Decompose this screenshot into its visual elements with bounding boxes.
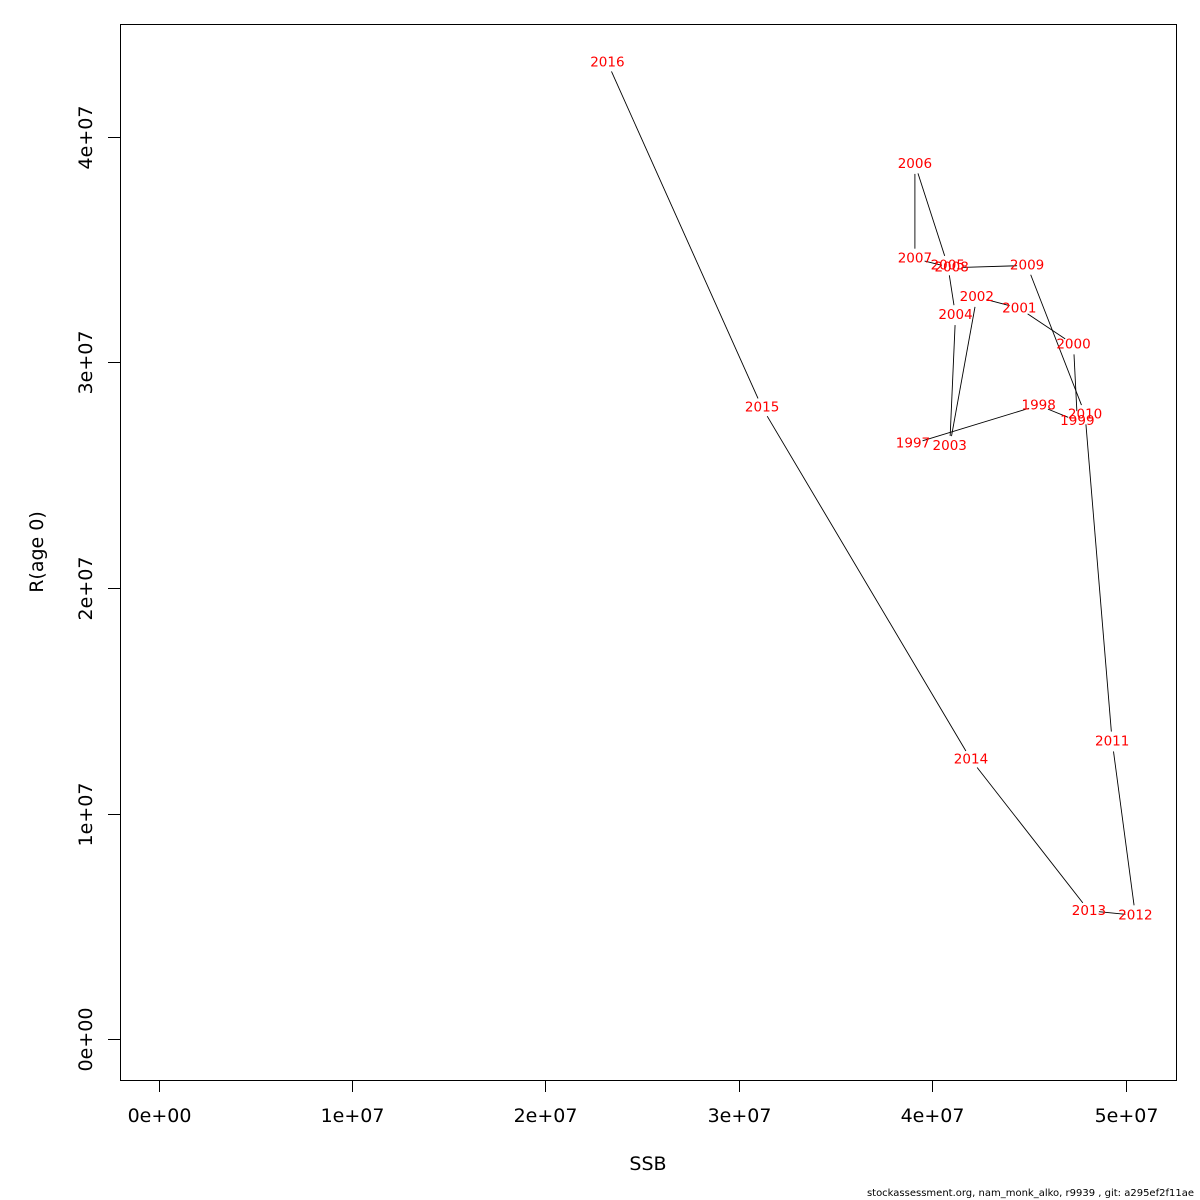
series-segment (917, 173, 946, 257)
point-label-2008: 2008 (934, 260, 968, 276)
series-segment (948, 275, 955, 306)
x-tick-label: 2e+07 (514, 1105, 578, 1127)
series-segment (924, 260, 943, 266)
y-tick-label: 0e+00 (75, 1008, 97, 1072)
series-segment (961, 265, 1018, 268)
point-label-2015: 2015 (745, 400, 779, 416)
y-tick-label: 1e+07 (75, 783, 97, 847)
series-segment (1027, 313, 1066, 340)
point-label-2005: 2005 (931, 257, 965, 273)
point-label-2009: 2009 (1010, 257, 1044, 273)
point-label-2010: 2010 (1068, 406, 1102, 422)
y-tick-label: 3e+07 (75, 331, 97, 395)
series-segment (976, 767, 1084, 904)
point-label-2003: 2003 (933, 438, 967, 454)
x-tick-label: 3e+07 (708, 1105, 772, 1127)
series-segment (611, 71, 759, 399)
point-label-2012: 2012 (1118, 907, 1152, 923)
x-axis: 0e+00 1e+07 2e+07 3e+07 4e+07 5e+07 (128, 1080, 1159, 1127)
point-label-2013: 2013 (1072, 903, 1106, 919)
series-segment (1047, 408, 1069, 418)
series-segment (1030, 274, 1082, 406)
point-label-2002: 2002 (960, 289, 994, 305)
point-label-1997: 1997 (896, 436, 930, 452)
point-label-2001: 2001 (1002, 300, 1036, 316)
series-segment (951, 306, 976, 437)
series-segment (766, 415, 967, 752)
series-segment (1098, 911, 1126, 915)
x-tick-label: 1e+07 (321, 1105, 385, 1127)
point-label-2006: 2006 (898, 156, 932, 172)
point-label-1999: 1999 (1060, 413, 1094, 429)
series-segment (986, 299, 1010, 307)
y-axis-title: R(age 0) (26, 511, 48, 593)
point-label-1998: 1998 (1022, 397, 1056, 413)
y-axis: 0e+00 1e+07 2e+07 3e+07 4e+07 (75, 106, 121, 1072)
y-tick-label: 4e+07 (75, 106, 97, 170)
x-tick-label: 5e+07 (1095, 1105, 1159, 1127)
x-tick-label: 0e+00 (128, 1105, 192, 1127)
x-tick-label: 4e+07 (901, 1105, 965, 1127)
footer-credit: stockassessment.org, nam_monk_alko, r993… (866, 1188, 1194, 1199)
series-line (611, 71, 1135, 915)
point-label-2016: 2016 (590, 54, 624, 70)
point-label-2000: 2000 (1056, 336, 1090, 352)
series-segment (949, 325, 956, 436)
plot-frame (120, 24, 1177, 1081)
y-tick-label: 2e+07 (75, 557, 97, 621)
point-label-2014: 2014 (954, 752, 988, 768)
x-axis-title: SSB (629, 1153, 666, 1175)
series-segment (922, 407, 1030, 442)
point-label-2007: 2007 (898, 251, 932, 267)
series-segment (1085, 424, 1112, 732)
point-label-2011: 2011 (1095, 734, 1129, 750)
series-segment (1113, 751, 1135, 906)
series-segment (1073, 354, 1078, 412)
point-label-2004: 2004 (938, 307, 972, 323)
